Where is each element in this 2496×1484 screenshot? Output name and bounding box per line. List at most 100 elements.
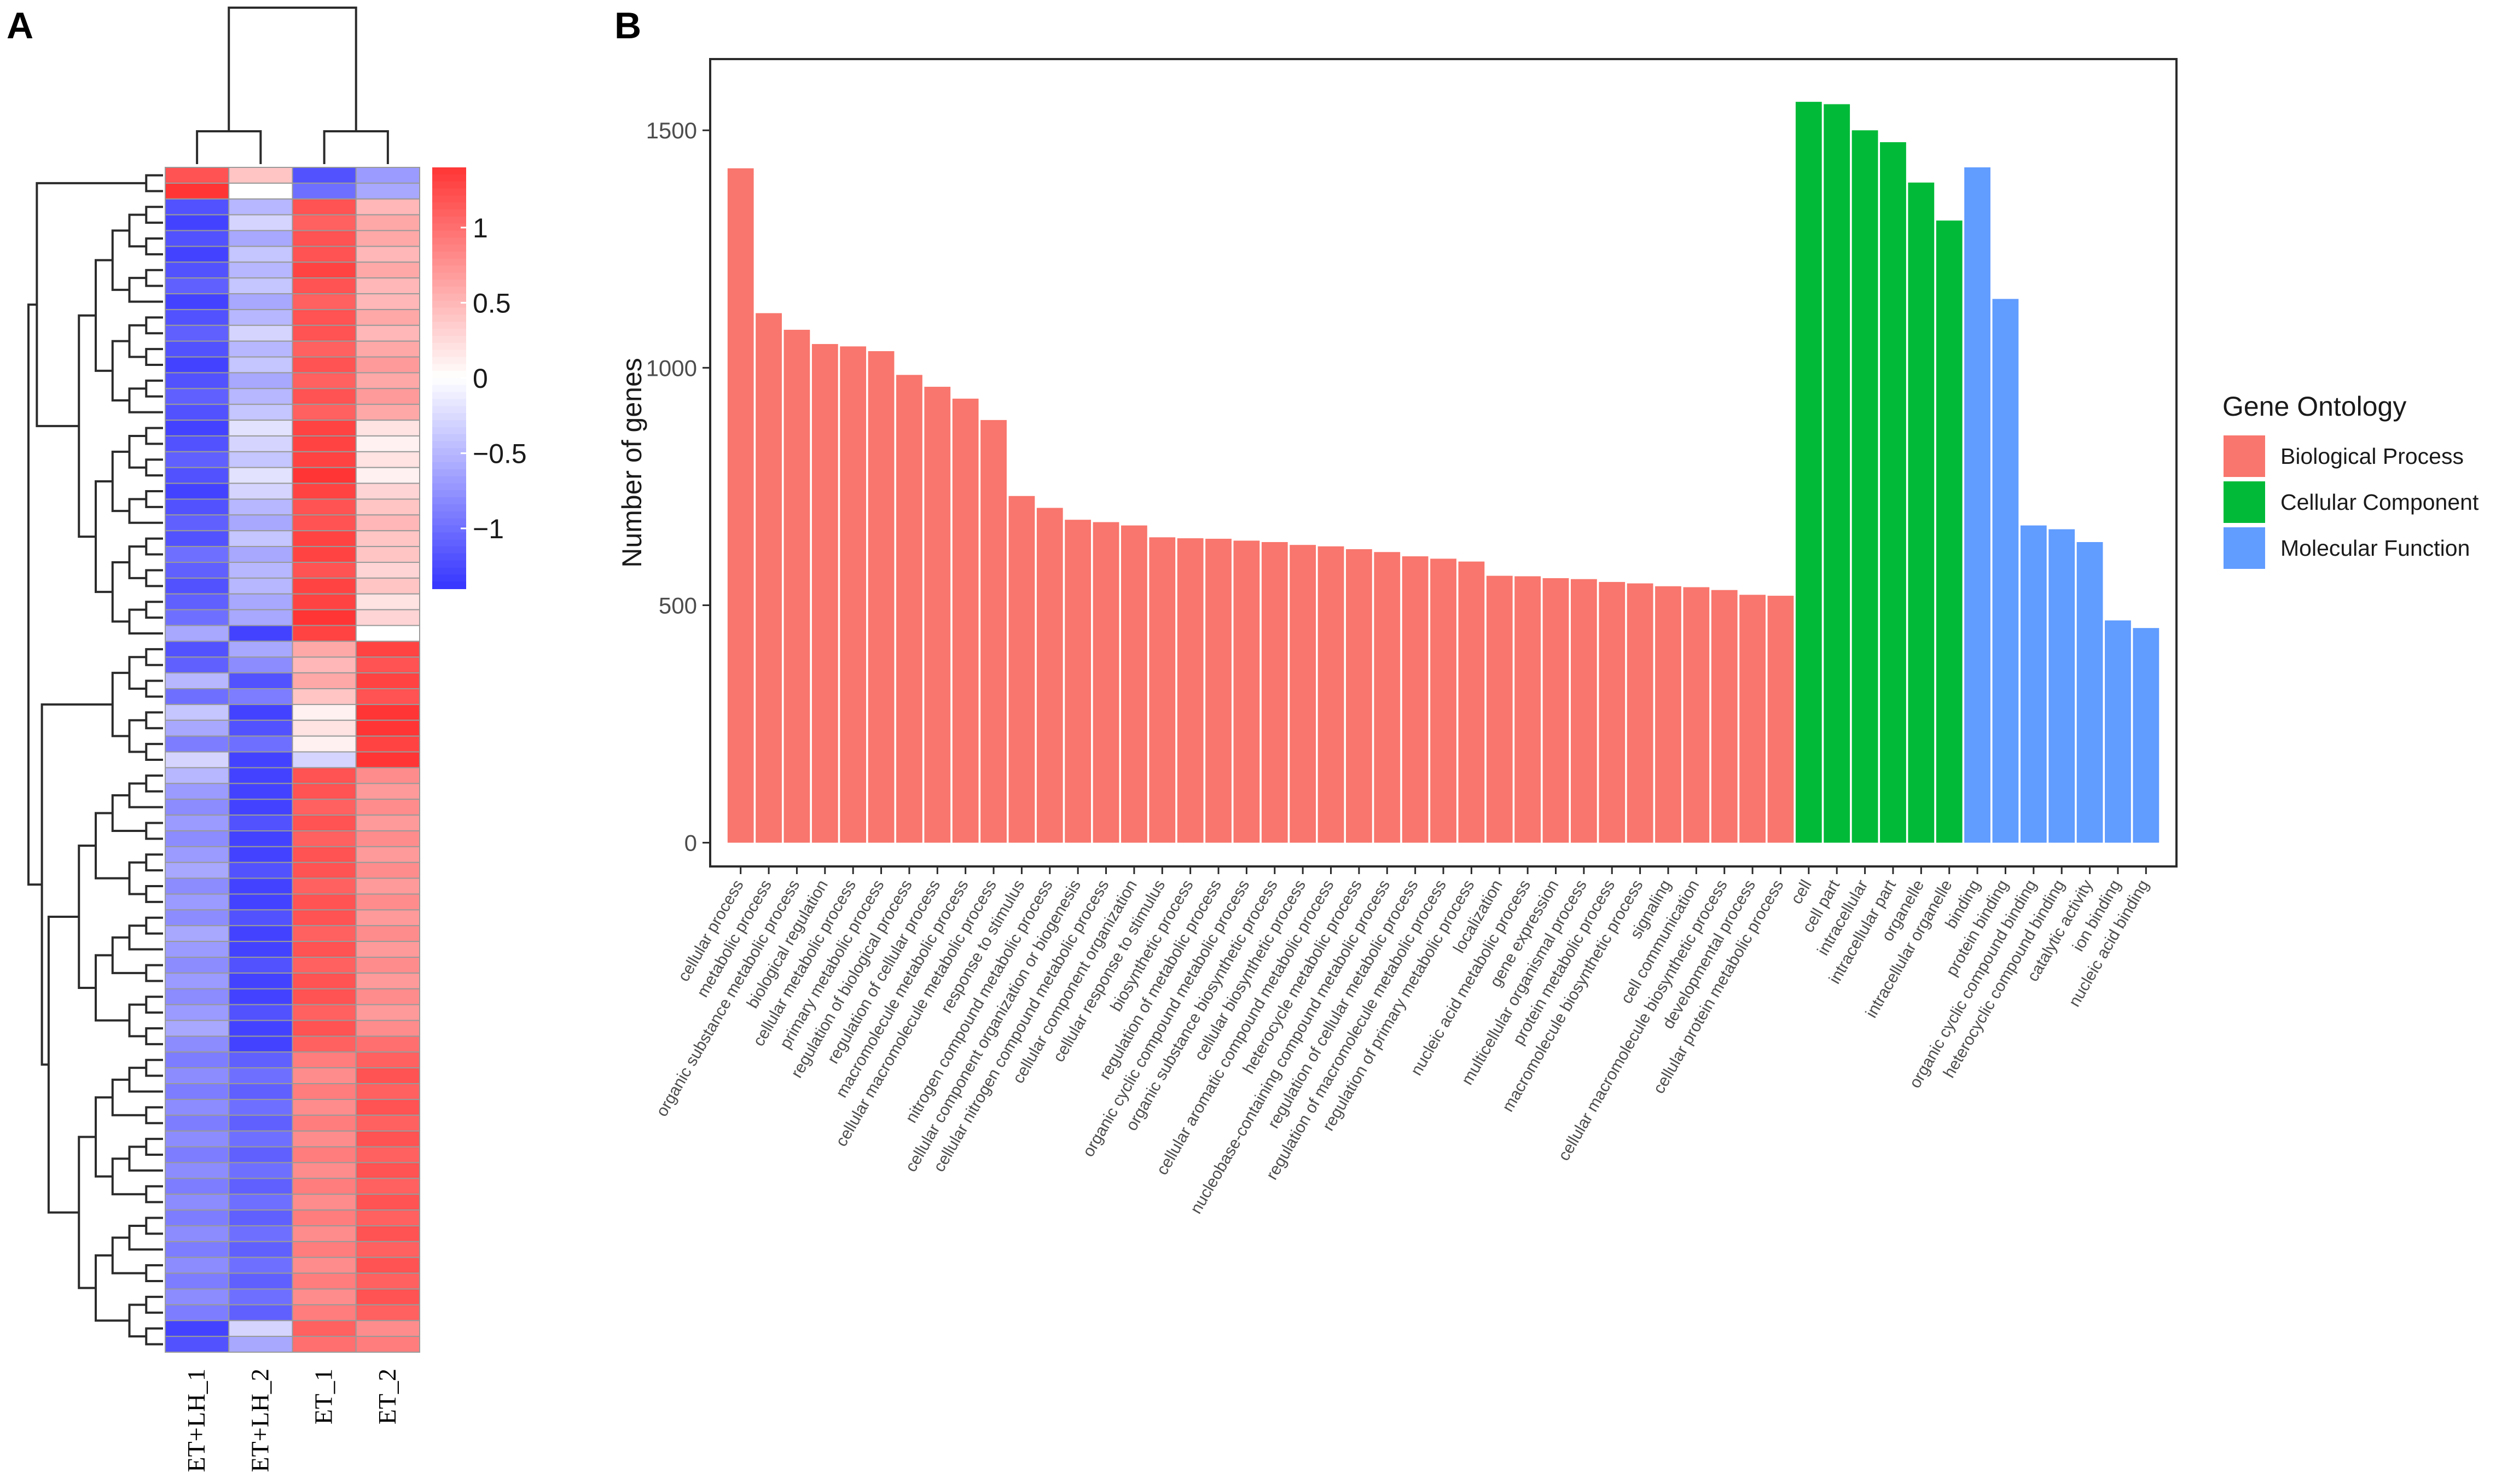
heatmap-cell — [355, 893, 420, 911]
colorbar-segment — [432, 525, 466, 533]
heatmap-cell — [165, 625, 230, 642]
heatmap-cell — [292, 293, 357, 310]
heatmap-column-label: ET+LH_1 — [182, 1369, 210, 1472]
heatmap-cell — [292, 324, 357, 342]
colorbar-segment — [432, 336, 466, 344]
row-dendrogram-link — [145, 1264, 163, 1283]
heatmap-cell — [292, 1114, 357, 1132]
heatmap-cell — [165, 941, 230, 958]
heatmap-cell — [355, 467, 420, 484]
row-dendrogram-link — [111, 1078, 147, 1116]
heatmap-cell — [165, 309, 230, 326]
heatmap-cell — [292, 719, 357, 737]
row-dendrogram-link — [111, 450, 130, 513]
heatmap-cell — [292, 420, 357, 437]
colorbar-segment — [432, 181, 466, 189]
row-dendrogram-link — [111, 561, 130, 623]
heatmap-cell — [165, 293, 230, 310]
heatmap-cell — [228, 1320, 293, 1337]
heatmap-cell — [292, 214, 357, 231]
bar — [1290, 545, 1316, 843]
heatmap-cell — [355, 625, 420, 642]
row-dendrogram-link — [145, 1295, 163, 1314]
heatmap-cell — [292, 514, 357, 532]
heatmap-cell — [292, 1225, 357, 1242]
colorbar-tick-label: −0.5 — [473, 439, 527, 469]
heatmap-cell — [228, 324, 293, 342]
colorbar-segment — [432, 413, 466, 421]
heatmap-cell — [355, 1209, 420, 1226]
row-dendrogram-link — [145, 1185, 163, 1203]
colorbar-segment — [432, 574, 466, 583]
heatmap-column-labels: ET+LH_1 ET+LH_2 ET_1 ET_2 — [182, 1369, 401, 1472]
heatmap-cell — [165, 167, 230, 184]
heatmap-cell — [355, 404, 420, 421]
bar — [1542, 578, 1569, 843]
colorbar-segment — [432, 378, 466, 386]
heatmap-cell — [355, 1178, 420, 1195]
heatmap-cell — [228, 1241, 293, 1258]
heatmap-cell — [292, 1241, 357, 1258]
heatmap-cell — [292, 1304, 357, 1322]
heatmap-cell — [228, 1178, 293, 1195]
heatmap-cell — [228, 1146, 293, 1163]
row-dendrogram-link — [145, 853, 163, 872]
heatmap-cell — [355, 1114, 420, 1132]
heatmap-cell — [228, 1304, 293, 1322]
row-dendrogram-link — [145, 711, 163, 730]
bar — [2133, 628, 2160, 843]
bar — [1458, 561, 1485, 843]
heatmap-cell — [355, 577, 420, 595]
legend-label: Cellular Component — [2280, 490, 2479, 515]
row-dendrogram-link — [145, 1327, 163, 1346]
heatmap-cell — [355, 1146, 420, 1163]
colorbar-segment — [432, 195, 466, 203]
colorbar-segment — [432, 167, 466, 175]
heatmap-cell — [165, 1067, 230, 1085]
heatmap-cell — [228, 514, 293, 532]
row-dendrogram-link — [145, 379, 163, 398]
heatmap-cell — [355, 957, 420, 974]
bar — [1402, 556, 1429, 843]
y-tick-label: 1500 — [646, 118, 697, 143]
row-dendrogram-link — [145, 537, 163, 556]
heatmap-cell — [228, 1225, 293, 1242]
heatmap-cell — [292, 751, 357, 769]
heatmap-cell — [228, 1288, 293, 1306]
colorbar-segment — [432, 483, 466, 491]
heatmap-cell — [165, 783, 230, 800]
heatmap-cell — [355, 1241, 420, 1258]
heatmap-cell — [165, 862, 230, 879]
bar — [1430, 558, 1456, 843]
heatmap-cell — [228, 261, 293, 279]
row-dendrogram-link — [128, 1303, 147, 1338]
heatmap-cell — [355, 435, 420, 452]
y-tick-label: 0 — [684, 830, 697, 856]
heatmap-cell — [292, 1178, 357, 1195]
heatmap-cell — [292, 482, 357, 500]
y-axis-label: Number of genes — [617, 358, 647, 568]
heatmap-cell — [355, 814, 420, 831]
heatmap-cell — [292, 672, 357, 690]
heatmap-cell — [228, 198, 293, 216]
heatmap-cell — [292, 230, 357, 247]
heatmap-cell — [165, 435, 230, 452]
heatmap-cell — [165, 1114, 230, 1132]
colorbar-segment — [432, 581, 466, 589]
colorbar-segment — [432, 560, 466, 568]
heatmap-cell — [355, 372, 420, 389]
heatmap-cell — [165, 388, 230, 405]
bar — [1036, 508, 1063, 843]
colorbar-segment — [432, 455, 466, 463]
heatmap-cell — [165, 846, 230, 863]
heatmap-cell — [228, 435, 293, 452]
heatmap-cell — [292, 1162, 357, 1179]
heatmap-cell — [228, 372, 293, 389]
colorbar-segment — [432, 518, 466, 526]
heatmap-cell — [165, 672, 230, 690]
row-dendrogram-link — [95, 480, 113, 593]
colorbar-tick-label: −1 — [473, 514, 504, 544]
colorbar-segment — [432, 427, 466, 435]
heatmap-cell — [355, 672, 420, 690]
heatmap-cell — [165, 324, 230, 342]
